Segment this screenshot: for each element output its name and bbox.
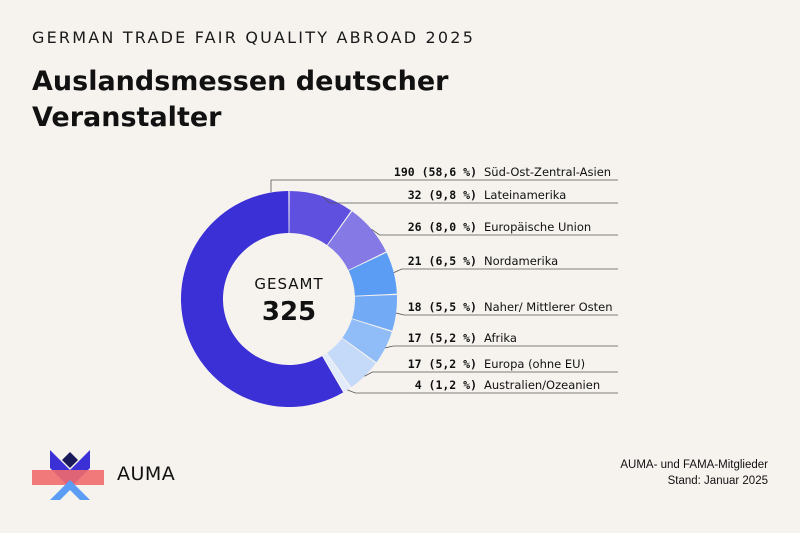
slice-category-label-3: Nordamerika	[484, 254, 558, 268]
slice-category-label-2: Europäische Union	[484, 220, 591, 234]
source-line-2: Stand: Januar 2025	[667, 475, 768, 487]
source-line-1: AUMA- und FAMA-Mitglieder	[620, 459, 768, 471]
leader-line-0	[270, 179, 618, 192]
slice-category-label-7: Australien/Ozeanien	[484, 378, 600, 392]
slice-category-label-1: Lateinamerika	[484, 188, 566, 202]
donut-slice-7	[322, 353, 351, 392]
slice-category-label-0: Süd-Ost-Zentral-Asien	[484, 165, 611, 179]
slice-category-label-4: Naher/ Mittlerer Osten	[484, 300, 613, 314]
leader-line-2	[371, 229, 618, 236]
slice-value-label-0: 190 (58,6 %)	[394, 165, 477, 179]
leader-line-6	[364, 371, 618, 377]
donut-slice-4	[352, 294, 397, 331]
auma-logo-icon	[32, 450, 104, 500]
slice-value-label-7: 4 (1,2 %)	[415, 378, 477, 392]
donut-slice-2	[327, 211, 386, 270]
center-label: GESAMT	[254, 275, 323, 293]
logo-text: AUMA	[117, 463, 176, 485]
slice-category-label-5: Afrika	[484, 331, 517, 345]
chart-kicker: GERMAN TRADE FAIR QUALITY ABROAD 2025	[32, 28, 476, 47]
slice-value-label-5: 17 (5,2 %)	[408, 331, 477, 345]
donut-slice-6	[327, 338, 376, 388]
slice-value-label-4: 18 (5,5 %)	[408, 300, 477, 314]
chart-title: Auslandsmessen deutscher Veranstalter	[32, 66, 449, 133]
donut-slice-5	[342, 319, 392, 363]
donut-slice-0	[181, 191, 344, 408]
slice-category-label-6: Europa (ohne EU)	[484, 357, 585, 371]
donut-slice-1	[289, 191, 352, 246]
leader-line-4	[395, 312, 618, 316]
slice-value-label-3: 21 (6,5 %)	[408, 254, 477, 268]
slice-value-label-1: 32 (9,8 %)	[408, 188, 477, 202]
leader-line-5	[385, 345, 618, 349]
leader-line-1	[321, 195, 618, 204]
slice-value-label-6: 17 (5,2 %)	[408, 357, 477, 371]
leader-line-7	[347, 389, 618, 394]
leader-line-3	[393, 268, 618, 274]
center-value: 325	[262, 297, 316, 327]
slice-value-label-2: 26 (8,0 %)	[408, 220, 477, 234]
donut-slice-3	[348, 252, 397, 296]
source-note: AUMA- und FAMA-Mitglieder Stand: Januar …	[620, 457, 768, 489]
